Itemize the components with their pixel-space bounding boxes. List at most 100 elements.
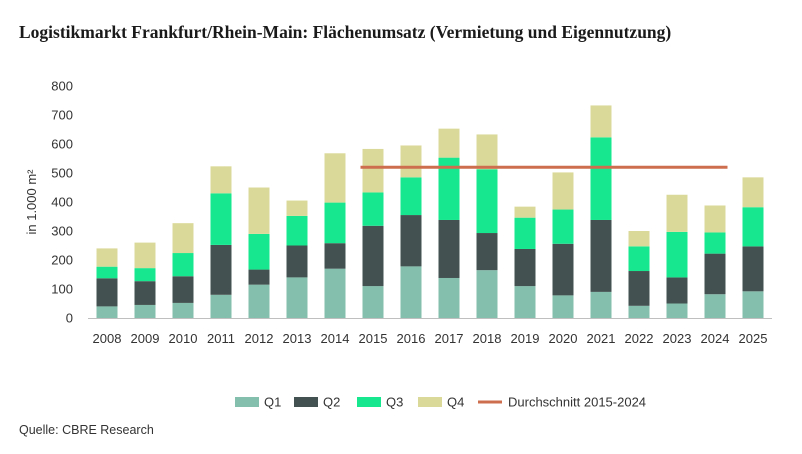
legend-label-q1: Q1 [264,395,281,410]
legend-label-q3: Q3 [386,395,403,410]
bar-q2-2020 [552,243,574,296]
bar-q4-2015 [362,148,384,193]
bar-q3-2013 [286,215,308,246]
legend-swatch-q2 [294,397,318,407]
bar-q2-2019 [514,248,536,287]
y-tick-label: 700 [51,108,73,123]
y-tick-label: 600 [51,137,73,152]
y-tick-label: 800 [51,79,73,94]
bar-q1-2008 [96,306,118,318]
x-tick-label: 2024 [701,331,730,346]
x-tick-label: 2010 [169,331,198,346]
x-tick-label: 2023 [663,331,692,346]
bar-q3-2023 [666,231,688,278]
x-tick-label: 2015 [359,331,388,346]
bar-q1-2013 [286,277,308,318]
bar-q2-2009 [134,281,156,305]
bar-q1-2019 [514,286,536,318]
bar-q4-2025 [742,177,764,208]
bar-q3-2022 [628,246,650,272]
bar-q3-2014 [324,202,346,244]
bar-q1-2018 [476,270,498,318]
bar-q1-2015 [362,286,384,318]
x-tick-label: 2019 [511,331,540,346]
bar-q3-2008 [96,266,118,279]
bar-q4-2010 [172,223,194,254]
bar-q3-2016 [400,177,422,216]
legend-swatch-q1 [235,397,259,407]
bar-q1-2014 [324,268,346,318]
bar-q4-2017 [438,128,460,158]
y-axis-label: in 1.000 m² [24,169,39,235]
x-tick-label: 2018 [473,331,502,346]
bar-q3-2018 [476,169,498,234]
bar-q2-2023 [666,277,688,304]
legend-swatch-q3 [357,397,381,407]
bar-q3-2009 [134,268,156,282]
bar-q1-2023 [666,303,688,318]
bar-q1-2010 [172,302,194,318]
bar-q3-2015 [362,192,384,226]
legend-label-q4: Q4 [447,395,464,410]
bar-q2-2008 [96,278,118,307]
bar-q4-2016 [400,145,422,178]
x-tick-label: 2017 [435,331,464,346]
bar-q4-2024 [704,205,726,233]
bar-q4-2022 [628,231,650,247]
bar-q3-2010 [172,253,194,277]
bar-q1-2024 [704,294,726,318]
bar-q4-2013 [286,200,308,216]
bar-q2-2017 [438,219,460,278]
y-tick-label: 0 [66,311,73,326]
bar-q2-2016 [400,215,422,267]
bar-q2-2024 [704,253,726,295]
bar-q1-2017 [438,277,460,318]
bar-q3-2021 [590,137,612,220]
legend-swatch-q4 [418,397,442,407]
bar-q1-2009 [134,304,156,318]
y-tick-label: 400 [51,195,73,210]
x-tick-label: 2009 [131,331,160,346]
bar-q3-2019 [514,217,536,249]
bar-q2-2010 [172,276,194,303]
bar-q2-2025 [742,246,764,292]
bar-q2-2022 [628,271,650,306]
chart-title: Logistikmarkt Frankfurt/Rhein-Main: Fläc… [19,22,672,42]
x-tick-label: 2021 [587,331,616,346]
legend-label-average: Durchschnitt 2015-2024 [508,395,646,410]
x-tick-label: 2012 [245,331,274,346]
source-note: Quelle: CBRE Research [19,423,154,437]
bar-q2-2011 [210,244,232,295]
y-tick-label: 100 [51,282,73,297]
bar-q4-2014 [324,153,346,203]
bar-q1-2012 [248,284,270,318]
bar-q4-2018 [476,134,498,170]
bar-q1-2025 [742,291,764,318]
y-tick-label: 500 [51,166,73,181]
bar-q1-2022 [628,305,650,318]
x-tick-label: 2013 [283,331,312,346]
x-tick-label: 2014 [321,331,350,346]
x-tick-label: 2020 [549,331,578,346]
bar-q3-2012 [248,233,270,270]
bar-q4-2009 [134,242,156,269]
legend-label-q2: Q2 [323,395,340,410]
bar-q4-2021 [590,105,612,138]
x-tick-label: 2016 [397,331,426,346]
x-tick-label: 2025 [739,331,768,346]
bar-q4-2020 [552,172,574,210]
bar-q4-2012 [248,187,270,234]
bar-q1-2016 [400,266,422,318]
bar-q2-2013 [286,245,308,278]
bar-q2-2014 [324,243,346,269]
bar-q1-2021 [590,291,612,318]
bar-q3-2025 [742,207,764,247]
x-tick-label: 2008 [93,331,122,346]
bar-q4-2023 [666,194,688,232]
y-tick-label: 200 [51,253,73,268]
bar-q2-2012 [248,269,270,285]
bar-q4-2008 [96,248,118,267]
bar-q1-2011 [210,294,232,318]
y-tick-label: 300 [51,224,73,239]
bar-q2-2015 [362,225,384,287]
